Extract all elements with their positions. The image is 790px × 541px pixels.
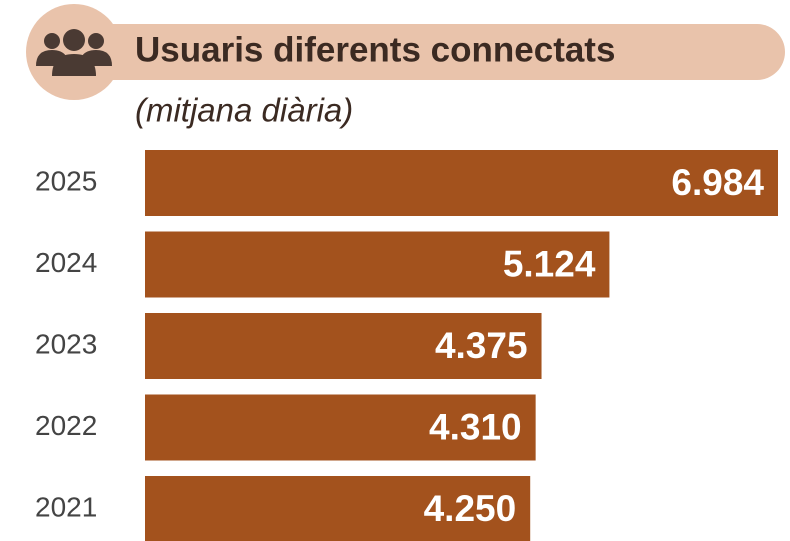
data-label: 4.375 [435, 325, 528, 366]
y-tick-label: 2024 [35, 247, 97, 278]
header-pill [40, 24, 785, 80]
y-tick-label: 2023 [35, 328, 97, 359]
people-icon [36, 29, 112, 76]
y-tick-label: 2022 [35, 410, 97, 441]
data-label: 4.250 [424, 488, 517, 529]
icon-circle [26, 4, 122, 100]
chart-title: Usuaris diferents connectats [135, 30, 615, 69]
y-tick-label: 2025 [35, 165, 97, 196]
data-label: 4.310 [429, 406, 522, 447]
chart-subtitle: (mitjana diària) [135, 92, 353, 129]
bar [145, 313, 542, 379]
y-tick-label: 2021 [35, 491, 97, 522]
bar [145, 394, 536, 461]
data-label: 6.984 [671, 162, 764, 203]
bar [145, 150, 778, 216]
bar [145, 231, 610, 298]
bar [145, 476, 531, 541]
data-label: 5.124 [503, 243, 596, 284]
